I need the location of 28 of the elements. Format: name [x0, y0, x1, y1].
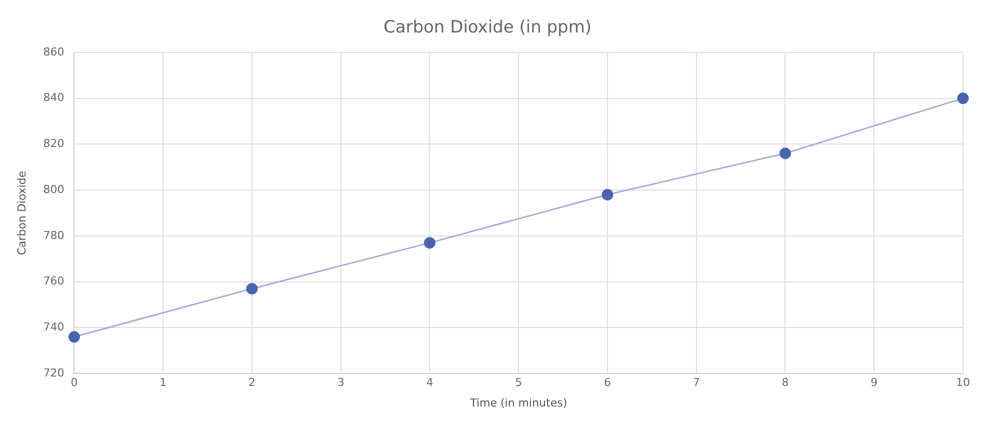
y-tick-label: 840 [43, 91, 64, 104]
point [779, 148, 791, 160]
y-tick-label: 780 [43, 228, 64, 242]
x-tick-label: 7 [692, 376, 700, 390]
x-tick-label: 6 [604, 376, 611, 390]
point [957, 92, 969, 104]
y-tick-label: 720 [43, 366, 64, 380]
chart-title: Carbon Dioxide (in ppm) [383, 18, 592, 38]
y-axis-title: Carbon Dioxide [15, 170, 28, 256]
x-tick-label: 9 [870, 376, 878, 390]
point [68, 331, 80, 343]
x-tick-label: 5 [515, 376, 522, 390]
x-tick-label: 8 [782, 376, 789, 390]
x-tick-label: 0 [70, 376, 78, 390]
y-tick-label: 820 [43, 137, 64, 150]
x-tick-label: 10 [956, 376, 970, 390]
y-tick-label: 740 [43, 320, 64, 334]
x-tick-label: 4 [426, 376, 434, 390]
point [602, 188, 614, 200]
x-tick-label: 1 [160, 376, 167, 390]
point [246, 282, 258, 294]
x-tick-label: 3 [337, 376, 344, 390]
x-tick-label: 2 [248, 376, 256, 390]
y-tick-label: 860 [43, 45, 64, 58]
y-tick-label: 800 [43, 182, 64, 196]
point [424, 237, 436, 249]
x-axis-title: Time (in minutes) [469, 396, 568, 410]
y-tick-label: 760 [43, 274, 64, 288]
